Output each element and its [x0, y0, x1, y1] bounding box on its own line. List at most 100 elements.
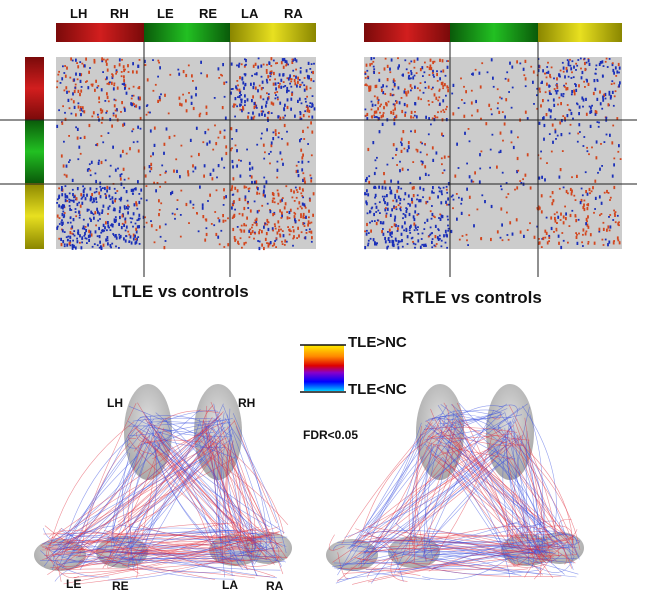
matrix-cell — [404, 88, 406, 91]
matrix-cell — [586, 207, 589, 211]
matrix-cell — [265, 104, 267, 108]
matrix-cell — [236, 149, 238, 153]
matrix-cell — [305, 106, 308, 108]
matrix-cell — [446, 191, 449, 194]
matrix-cell — [227, 243, 230, 247]
matrix-cell — [391, 88, 394, 91]
fiber-tract — [455, 420, 530, 441]
fiber-tract — [515, 421, 573, 569]
matrix-cell — [442, 87, 444, 90]
matrix-cell — [272, 192, 275, 197]
matrix-cell — [438, 190, 441, 193]
matrix-cell — [431, 146, 434, 150]
matrix-cell — [270, 141, 273, 145]
matrix-cell — [264, 151, 266, 154]
matrix-cell — [310, 63, 313, 65]
matrix-cell — [274, 129, 277, 133]
matrix-cell — [258, 192, 261, 195]
matrix-cell — [442, 135, 445, 137]
matrix-cell — [446, 246, 448, 249]
matrix-cell — [302, 178, 304, 182]
matrix-cell — [249, 209, 252, 213]
matrix-cell — [284, 103, 286, 107]
matrix-cell — [526, 229, 529, 231]
matrix-cell — [266, 223, 269, 226]
matrix-cell — [406, 235, 409, 239]
matrix-cell — [127, 207, 129, 210]
matrix-cell — [421, 163, 424, 166]
matrix-cell — [479, 153, 481, 157]
matrix-cell — [238, 64, 240, 68]
matrix-cell — [62, 216, 65, 219]
matrix-cell — [413, 222, 416, 226]
matrix-cell — [585, 222, 587, 226]
matrix-cell — [554, 130, 557, 134]
matrix-cell — [164, 181, 167, 184]
matrix-cell — [544, 91, 547, 94]
matrix-cell — [295, 75, 297, 79]
matrix-cell — [101, 109, 104, 113]
matrix-cell — [561, 150, 564, 152]
matrix-cell — [608, 92, 611, 96]
matrix-cell — [110, 81, 113, 85]
matrix-cell — [375, 205, 378, 209]
matrix-cell — [276, 176, 279, 179]
matrix-cell — [252, 86, 255, 90]
matrix-cell — [278, 132, 280, 134]
matrix-cell — [144, 59, 146, 63]
matrix-cell — [366, 189, 368, 193]
matrix-cell — [548, 234, 551, 237]
matrix-cell — [138, 217, 141, 220]
matrix-cell — [386, 246, 389, 250]
fiber-tract — [121, 552, 276, 577]
matrix-cell — [461, 99, 463, 101]
matrix-cell — [594, 72, 597, 75]
matrix-cell — [107, 213, 109, 215]
matrix-cell — [550, 66, 553, 69]
fiber-tract — [202, 405, 214, 448]
matrix-cell — [248, 236, 251, 239]
fiber-tract — [430, 408, 457, 443]
matrix-cell — [554, 128, 557, 131]
matrix-cell — [369, 237, 372, 240]
matrix-cell — [532, 80, 534, 84]
matrix-cell — [510, 141, 513, 144]
matrix-cell — [272, 131, 275, 134]
matrix-cell — [609, 199, 611, 201]
matrix-cell — [381, 187, 384, 190]
matrix-cell — [241, 246, 243, 249]
matrix-cell — [136, 219, 139, 222]
matrix-cell — [305, 69, 308, 73]
matrix-cell — [571, 176, 573, 179]
fiber-tract — [427, 415, 500, 434]
matrix-cell — [139, 96, 141, 99]
matrix-cell — [437, 228, 440, 230]
matrix-cell — [139, 116, 142, 121]
matrix-cell — [302, 215, 305, 219]
matrix-cell — [106, 58, 109, 61]
matrix-cell — [364, 84, 367, 86]
matrix-cell — [432, 86, 434, 89]
matrix-cell — [610, 83, 613, 85]
fiber-tract — [66, 426, 145, 540]
matrix-cell — [567, 192, 569, 195]
matrix-cell — [244, 82, 247, 87]
matrix-cell — [436, 116, 439, 119]
matrix-cell — [548, 90, 551, 92]
matrix-cell — [562, 66, 565, 70]
fiber-tract — [359, 534, 554, 561]
fiber-tract — [249, 529, 284, 537]
matrix-cell — [608, 216, 610, 218]
matrix-cell — [239, 174, 242, 178]
matrix-cell — [296, 207, 299, 210]
matrix-cell — [547, 61, 549, 64]
matrix-cell — [76, 202, 79, 207]
matrix-cell — [582, 105, 584, 108]
matrix-cell — [253, 105, 256, 110]
matrix-cell — [98, 246, 101, 249]
matrix-cell — [532, 70, 535, 74]
matrix-cell — [75, 215, 78, 218]
matrix-cell — [594, 112, 597, 116]
matrix-cell — [76, 62, 78, 64]
matrix-cell — [295, 68, 297, 71]
